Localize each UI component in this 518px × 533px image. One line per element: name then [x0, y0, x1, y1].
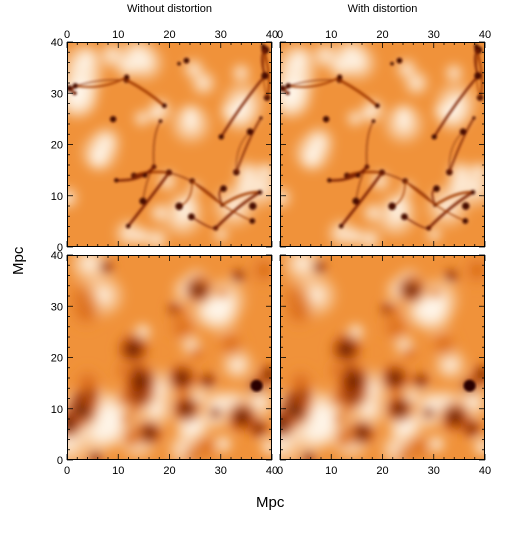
panel-bottom-left — [67, 255, 272, 460]
x-tick-label-top: 40 — [479, 29, 491, 41]
x-tick-label-bottom: 20 — [163, 465, 175, 477]
y-tick-label: 30 — [51, 88, 63, 100]
y-tick-label: 20 — [51, 353, 63, 365]
x-tick-label-bottom: 40 — [266, 465, 278, 477]
title-without-distortion: Without distortion — [127, 3, 212, 15]
x-tick-label-top: 10 — [112, 29, 124, 41]
y-tick-label: 30 — [51, 301, 63, 313]
x-tick-label-bottom: 30 — [215, 465, 227, 477]
x-tick-label-bottom: 10 — [325, 465, 337, 477]
x-tick-label-top: 0 — [277, 29, 283, 41]
panel-bottom-right — [280, 255, 485, 460]
panel-top-left — [67, 42, 272, 247]
y-tick-label: 0 — [57, 455, 63, 467]
x-tick-label-top: 30 — [428, 29, 440, 41]
x-tick-label-bottom: 0 — [277, 465, 283, 477]
x-tick-label-top: 20 — [376, 29, 388, 41]
x-tick-label-bottom: 10 — [112, 465, 124, 477]
x-tick-label-bottom: 30 — [428, 465, 440, 477]
x-tick-label-top: 30 — [215, 29, 227, 41]
x-tick-label-top: 20 — [163, 29, 175, 41]
x-axis-label: Mpc — [256, 494, 285, 511]
y-tick-label: 10 — [51, 191, 63, 203]
x-tick-label-top: 10 — [325, 29, 337, 41]
panel-top-right — [280, 42, 485, 247]
y-tick-label: 0 — [57, 242, 63, 254]
y-tick-label: 40 — [51, 250, 63, 262]
y-tick-label: 40 — [51, 37, 63, 49]
y-tick-label: 20 — [51, 140, 63, 152]
y-tick-label: 10 — [51, 404, 63, 416]
x-tick-label-bottom: 0 — [64, 465, 70, 477]
x-tick-label-bottom: 40 — [479, 465, 491, 477]
x-tick-label-top: 0 — [64, 29, 70, 41]
x-tick-label-bottom: 20 — [376, 465, 388, 477]
x-tick-label-top: 40 — [266, 29, 278, 41]
title-with-distortion: With distortion — [347, 3, 418, 15]
